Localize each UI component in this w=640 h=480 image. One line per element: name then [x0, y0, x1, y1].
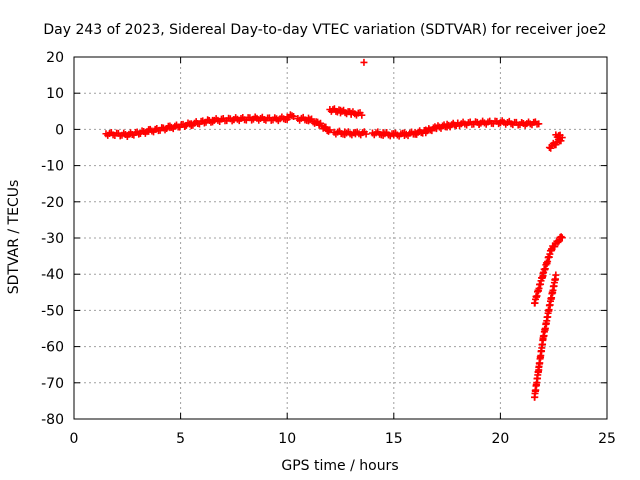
data-point — [558, 234, 566, 242]
x-tick-labels: 0 5 10 15 20 25 — [70, 431, 616, 447]
x-tick-label: 15 — [385, 431, 403, 447]
y-axis-label: SDTVAR / TECUs — [6, 180, 22, 295]
data-point — [557, 233, 565, 241]
y-tick-label: -10 — [41, 159, 64, 175]
data-point — [360, 58, 368, 66]
data-point — [326, 126, 334, 134]
x-tick-label: 10 — [278, 431, 296, 447]
data-point — [554, 238, 562, 246]
y-tick-label: -70 — [41, 376, 64, 392]
y-tick-label: -40 — [41, 267, 64, 283]
grid-lines — [74, 57, 607, 419]
data-point — [557, 137, 565, 145]
data-point — [535, 120, 543, 128]
y-tick-labels: 20 10 0 -10 -20 -30 -40 -50 -60 -70 -80 — [41, 50, 64, 428]
data-point — [556, 131, 564, 139]
data-point — [290, 112, 298, 120]
x-axis-label: GPS time / hours — [281, 458, 398, 474]
y-tick-label: -60 — [41, 340, 64, 356]
x-tick-label: 20 — [491, 431, 509, 447]
y-tick-label: 20 — [46, 50, 64, 66]
data-point — [555, 237, 563, 245]
data-point — [362, 130, 370, 138]
data-point — [551, 243, 559, 251]
data-point — [552, 271, 560, 279]
data-point — [358, 111, 366, 119]
x-tick-label: 0 — [70, 431, 79, 447]
chart-title: Day 243 of 2023, Sidereal Day-to-day VTE… — [43, 22, 606, 38]
tick-marks — [73, 56, 608, 420]
y-tick-label: 10 — [46, 86, 64, 102]
y-tick-label: 0 — [55, 122, 64, 138]
data-point — [325, 127, 333, 135]
y-tick-label: -50 — [41, 303, 64, 319]
data-point — [322, 123, 330, 131]
y-tick-label: -20 — [41, 195, 64, 211]
y-tick-label: -80 — [41, 412, 64, 428]
data-points — [102, 58, 566, 401]
y-tick-label: -30 — [41, 231, 64, 247]
x-tick-label: 25 — [598, 431, 616, 447]
x-tick-label: 5 — [176, 431, 185, 447]
